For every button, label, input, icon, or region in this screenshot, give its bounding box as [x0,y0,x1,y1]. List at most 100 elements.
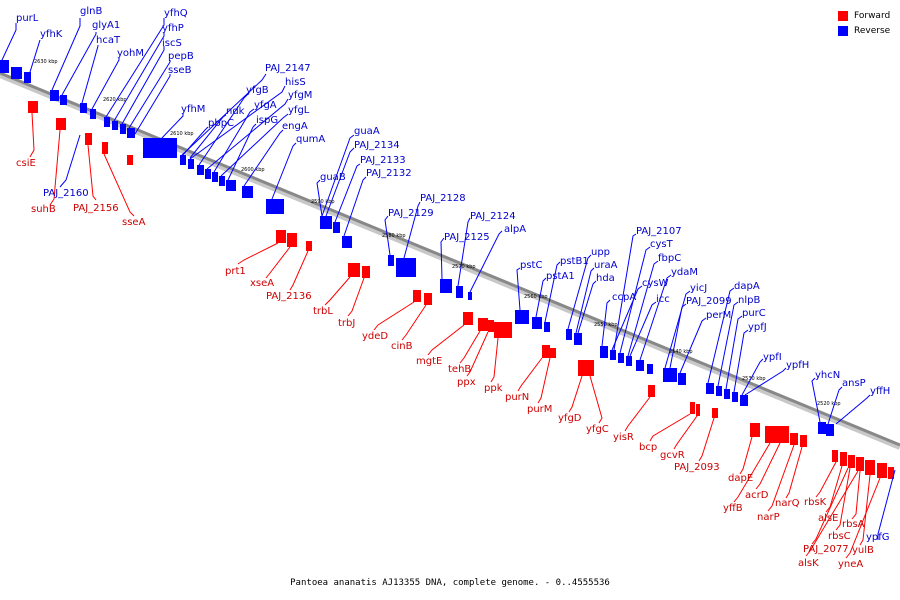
gene-label-forward[interactable]: alsE [818,513,838,524]
gene-label-forward[interactable]: yisR [613,432,634,443]
gene-label-reverse[interactable]: ypfG [866,532,890,543]
gene-label-forward[interactable]: PAJ_2077 [803,544,849,555]
gene-label-reverse[interactable]: iscS [162,38,182,49]
gene-label-reverse[interactable]: glnB [80,6,102,17]
gene-label-forward[interactable]: narQ [775,498,800,509]
gene-label-reverse[interactable]: PAJ_2160 [43,188,89,199]
gene-label-reverse[interactable]: PAJ_2128 [420,193,466,204]
gene-label-forward[interactable]: yfgC [586,424,609,435]
gene-label-reverse[interactable]: yicJ [690,283,707,294]
gene-label-reverse[interactable]: engA [282,121,308,132]
gene-label-reverse[interactable]: ccpA [612,292,636,303]
gene-label-forward[interactable]: rbsC [828,531,851,542]
gene-label-reverse[interactable]: sseB [168,65,192,76]
gene-label-reverse[interactable]: pstA1 [546,271,575,282]
gene-label-reverse[interactable]: yfhK [40,29,63,40]
gene-label-reverse[interactable]: purL [16,13,39,24]
gene-label-forward[interactable]: bcp [639,442,657,453]
gene-label-forward[interactable]: cinB [391,341,413,352]
gene-label-forward[interactable]: purN [505,392,529,403]
gene-label-reverse[interactable]: glyA1 [92,20,120,31]
gene-label-forward[interactable]: prt1 [225,266,246,277]
gene-label-reverse[interactable]: yfgL [288,105,310,116]
gene-label-reverse[interactable]: yfhP [162,23,184,34]
gene-label-forward[interactable]: mgtE [416,356,442,367]
gene-label-reverse[interactable]: yhcN [815,370,840,381]
gene-label-forward[interactable]: rbsA [842,519,865,530]
gene-label-reverse[interactable]: ansP [842,378,866,389]
gene-label-reverse[interactable]: icc [656,294,670,305]
gene-label-reverse[interactable]: hcaT [96,35,121,46]
gene-label-reverse[interactable]: pstC [520,260,542,271]
gene-label-reverse[interactable]: PAJ_2133 [360,155,406,166]
gene-label-forward[interactable]: purM [527,404,552,415]
gene-label-forward[interactable]: suhB [31,204,56,215]
gene-label-reverse[interactable]: ypfJ [748,322,767,333]
gene-label-forward[interactable]: tehB [448,364,471,375]
gene-label-reverse[interactable]: pstB1 [560,256,589,267]
gene-label-reverse[interactable]: cysT [650,239,674,250]
gene-label-reverse[interactable]: guaA [354,126,380,137]
gene-label-forward[interactable]: alsK [798,558,819,569]
gene-label-reverse[interactable]: yohM [117,48,144,59]
gene-label-reverse[interactable]: PAJ_2107 [636,226,682,237]
gene-label-forward[interactable]: PAJ_2093 [674,462,720,473]
gene-label-forward[interactable]: acrD [745,490,769,501]
gene-label-forward[interactable]: gcvR [660,450,685,461]
gene-label-reverse[interactable]: yfhM [181,104,205,115]
gene-label-reverse[interactable]: hisS [285,77,306,88]
gene-label-reverse[interactable]: perM [706,310,731,321]
gene-label-forward[interactable]: PAJ_2136 [266,291,312,302]
gene-label-reverse[interactable]: ypfH [786,360,809,371]
gene-label-forward[interactable]: trbJ [338,318,355,329]
gene-label-reverse[interactable]: PAJ_2129 [388,208,434,219]
gene-label-reverse[interactable]: upp [591,247,610,258]
gene-label-reverse[interactable]: PAJ_2124 [470,211,516,222]
gene-label-reverse[interactable]: qumA [296,134,325,145]
gene-label-reverse[interactable]: PAJ_2147 [265,63,311,74]
gene-label-reverse[interactable]: yfhQ [164,8,188,19]
gene-label-reverse[interactable]: purC [742,308,766,319]
gene-label-forward[interactable]: trbL [313,306,333,317]
gene-label-reverse[interactable]: ydaM [671,267,698,278]
gene-label-reverse[interactable]: ndk [226,106,245,117]
gene-label-reverse[interactable]: PAJ_2132 [366,168,412,179]
gene-block-reverse [826,424,834,436]
gene-label-forward[interactable]: yffB [723,503,743,514]
gene-label-forward[interactable]: yulB [852,545,874,556]
gene-label-reverse[interactable]: guaB [320,172,346,183]
gene-label-forward[interactable]: xseA [250,278,274,289]
gene-block-reverse [112,121,118,130]
gene-label-reverse[interactable]: pbpC [208,118,234,129]
gene-label-forward[interactable]: yfgD [558,413,582,424]
gene-label-forward[interactable]: sseA [122,217,146,228]
gene-label-reverse[interactable]: yfgB [246,85,269,96]
gene-label-forward[interactable]: csiE [16,158,36,169]
gene-label-forward[interactable]: ppx [457,377,476,388]
gene-label-reverse[interactable]: PAJ_2134 [354,140,400,151]
gene-label-reverse[interactable]: uraA [594,260,618,271]
gene-label-reverse[interactable]: pepB [168,51,194,62]
gene-label-reverse[interactable]: nlpB [738,295,760,306]
gene-label-reverse[interactable]: ispG [256,115,278,126]
gene-label-forward[interactable]: rbsK [804,497,827,508]
gene-label-reverse[interactable]: hda [596,273,615,284]
gene-label-reverse[interactable]: PAJ_2125 [444,232,490,243]
gene-label-forward[interactable]: ppk [484,383,503,394]
gene-label-reverse[interactable]: alpA [504,224,526,235]
gene-label-reverse[interactable]: dapA [734,281,760,292]
gene-label-forward[interactable]: narP [757,512,780,523]
gene-label-reverse[interactable]: yfgM [288,90,312,101]
gene-label-reverse[interactable]: yffH [870,386,890,397]
gene-block-forward [877,463,887,478]
gene-label-reverse[interactable]: yfgA [254,100,277,111]
gene-label-forward[interactable]: PAJ_2156 [73,203,119,214]
gene-label-forward[interactable]: ydeD [362,331,388,342]
gene-label-forward[interactable]: yneA [838,559,863,570]
scale-label: 2530 kbp [742,376,766,382]
gene-label-reverse[interactable]: ypfI [763,352,782,363]
gene-label-forward[interactable]: dapE [728,473,753,484]
gene-label-reverse[interactable]: fbpC [658,253,681,264]
gene-label-reverse[interactable]: cysW [642,278,669,289]
gene-label-reverse[interactable]: PAJ_2099 [686,296,732,307]
